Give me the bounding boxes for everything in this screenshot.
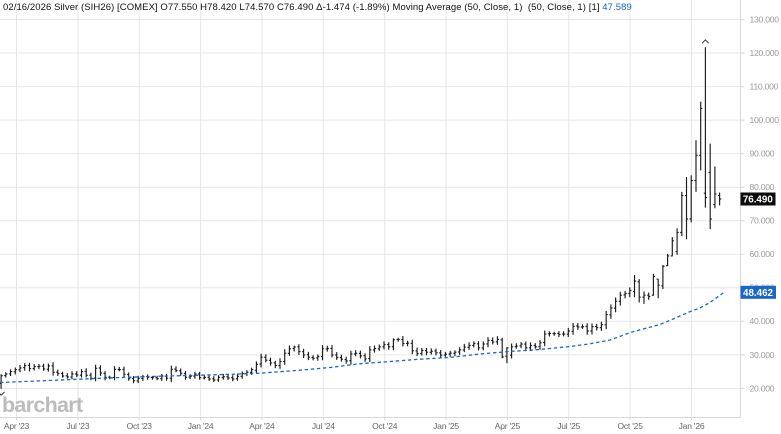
svg-text:Jul '24: Jul '24 — [312, 421, 335, 431]
svg-text:40.000: 40.000 — [750, 316, 775, 326]
svg-text:Jul '25: Jul '25 — [557, 421, 580, 431]
svg-text:20.000: 20.000 — [750, 383, 775, 393]
svg-text:80.000: 80.000 — [750, 182, 775, 192]
svg-text:70.000: 70.000 — [750, 216, 775, 226]
svg-text:barchart: barchart — [2, 393, 83, 417]
svg-text:48.462: 48.462 — [743, 288, 774, 299]
svg-text:Jan '25: Jan '25 — [433, 421, 459, 431]
svg-text:60.000: 60.000 — [750, 249, 775, 259]
svg-text:Jul '23: Jul '23 — [66, 421, 89, 431]
svg-text:Oct '23: Oct '23 — [127, 421, 153, 431]
svg-text:Apr '23: Apr '23 — [4, 421, 30, 431]
svg-text:Oct '25: Oct '25 — [617, 421, 643, 431]
svg-text:Apr '24: Apr '24 — [249, 421, 275, 431]
svg-text:Oct '24: Oct '24 — [372, 421, 398, 431]
svg-text:30.000: 30.000 — [750, 350, 775, 360]
svg-text:130.000: 130.000 — [750, 14, 780, 24]
svg-text:100.000: 100.000 — [750, 115, 780, 125]
svg-text:Apr '25: Apr '25 — [495, 421, 521, 431]
svg-text:110.000: 110.000 — [750, 82, 779, 92]
svg-text:Jan '24: Jan '24 — [188, 421, 214, 431]
svg-text:76.490: 76.490 — [743, 195, 774, 206]
svg-text:90.000: 90.000 — [750, 149, 775, 159]
svg-text:02/16/2026 Silver (SIH26) [COM: 02/16/2026 Silver (SIH26) [COMEX] O77.55… — [3, 2, 632, 13]
svg-text:120.000: 120.000 — [750, 48, 780, 58]
svg-text:Jan '26: Jan '26 — [679, 421, 705, 431]
